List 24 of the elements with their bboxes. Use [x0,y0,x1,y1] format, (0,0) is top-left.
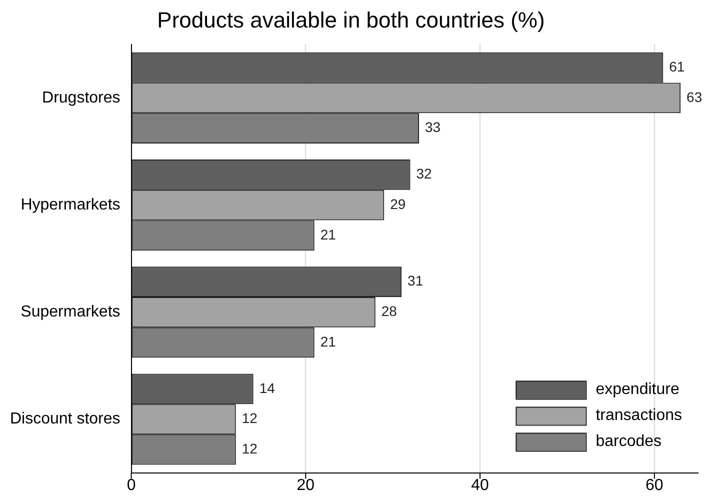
y-tick-label: Discount stores [10,410,120,428]
data-label: 31 [408,272,424,289]
data-label: 29 [390,196,406,212]
legend-label: barcodes [596,433,662,450]
data-label: 12 [242,440,258,456]
y-tick-label: Hypermarkets [20,196,120,214]
data-label: 32 [416,166,432,182]
data-label: 12 [242,410,258,426]
data-label: 33 [424,119,441,136]
y-tick-label: Drugstores [42,89,120,106]
chart-title: Products available in both countries (%) [157,7,545,32]
data-label: 28 [381,303,398,320]
legend-label: expenditure [596,381,680,398]
data-label: 61 [669,58,685,74]
x-tick-label: 20 [296,476,315,494]
x-tick-label: 0 [126,476,136,494]
data-label: 21 [320,333,336,350]
data-label: 14 [259,380,276,396]
x-tick-label: 60 [646,476,664,494]
legend-label: transactions [596,407,682,424]
data-label: 21 [320,226,336,242]
x-tick-label: 40 [471,476,490,494]
y-tick-label: Supermarkets [20,304,120,321]
data-label: 63 [686,88,702,105]
